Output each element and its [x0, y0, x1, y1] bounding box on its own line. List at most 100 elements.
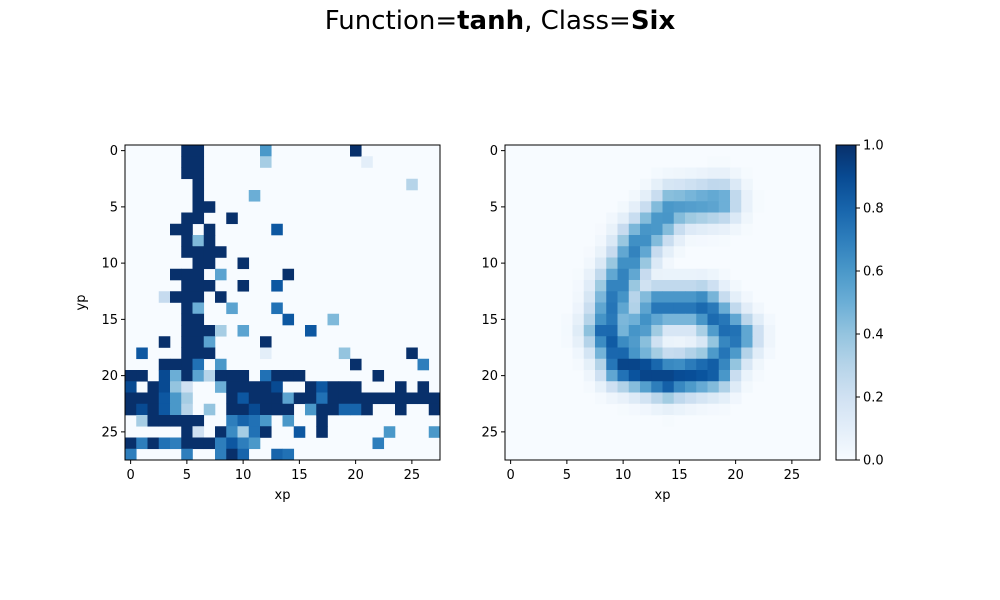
right-heatmap-cell	[640, 291, 652, 303]
left-heatmap-cell	[260, 381, 272, 393]
left-heatmap-cell	[417, 392, 430, 405]
right-heatmap-cell	[718, 167, 731, 180]
right-heatmap-cell	[730, 381, 742, 393]
left-heatmap-cell	[237, 415, 250, 427]
right-heatmap-cell	[662, 257, 675, 270]
right-heatmap-cell	[696, 347, 708, 360]
right-heatmap-cell	[718, 212, 731, 225]
left-y-tick-label: 0	[110, 144, 118, 159]
right-heatmap-cell	[595, 302, 607, 315]
right-heatmap-cell	[685, 268, 697, 281]
left-x-tick-label: 15	[291, 468, 308, 483]
right-heatmap-cell	[583, 280, 596, 292]
left-heatmap-cell	[237, 381, 250, 393]
right-heatmap-cell	[606, 392, 618, 405]
right-heatmap-cell	[685, 235, 697, 247]
left-heatmap-cell	[158, 336, 171, 348]
right-heatmap-cell	[707, 268, 720, 281]
right-axes-frame	[504, 144, 821, 461]
right-heatmap-cell	[628, 268, 641, 281]
left-heatmap-cell	[136, 392, 148, 405]
left-heatmap-cell	[181, 302, 193, 315]
right-heatmap-cell	[595, 246, 607, 258]
right-heatmap-cell	[606, 246, 618, 258]
left-heatmap-cell	[181, 415, 193, 427]
right-heatmap-cell	[730, 190, 742, 202]
left-heatmap-cell	[147, 437, 160, 450]
left-heatmap-cell	[237, 437, 250, 450]
right-heatmap-cell	[628, 325, 641, 337]
left-heatmap-cell	[181, 246, 193, 258]
left-heatmap-cell	[316, 426, 328, 438]
right-heatmap-cell	[696, 235, 708, 247]
left-heatmap-cell	[226, 392, 238, 405]
left-heatmap-cell	[192, 257, 205, 270]
right-heatmap-cell	[606, 302, 618, 315]
left-heatmap-cell	[192, 358, 205, 371]
right-heatmap-cell	[685, 313, 697, 326]
right-heatmap-cell	[673, 347, 686, 360]
right-heatmap-cell	[651, 201, 663, 213]
right-heatmap-cell	[572, 313, 585, 326]
right-heatmap-cell	[730, 358, 742, 371]
title-class: Six	[630, 6, 676, 36]
left-heatmap-cell	[203, 403, 216, 416]
left-heatmap-cell	[372, 437, 385, 450]
right-heatmap-cell	[730, 291, 742, 303]
right-heatmap-cell	[741, 212, 753, 225]
right-heatmap-cell	[617, 212, 630, 225]
right-heatmap-cell	[707, 370, 720, 382]
right-heatmap-cell	[651, 358, 663, 371]
right-heatmap-cell	[752, 302, 765, 315]
left-heatmap-cell	[192, 212, 205, 225]
right-heatmap-cell	[730, 370, 742, 382]
colorbar-tick-label: 0.4	[863, 328, 884, 343]
right-heatmap-cell	[572, 347, 585, 360]
right-heatmap-cell	[572, 325, 585, 337]
left-heatmap-cell	[158, 403, 171, 416]
left-heatmap-cell	[192, 178, 205, 191]
left-heatmap-cell	[260, 403, 272, 416]
right-heatmap-cell	[595, 235, 607, 247]
left-heatmap-cell	[192, 167, 205, 180]
colorbar-tick-label: 0.0	[863, 454, 884, 469]
left-heatmap-cell	[192, 347, 205, 360]
right-heatmap-cell	[707, 212, 720, 225]
right-y-tick-label: 10	[481, 257, 498, 272]
right-heatmap-cell	[606, 223, 618, 236]
left-heatmap-cell	[215, 268, 227, 281]
right-heatmap-cell	[696, 392, 708, 405]
right-heatmap-cell	[651, 313, 663, 326]
right-heatmap-cell	[741, 370, 753, 382]
right-heatmap-cell	[583, 381, 596, 393]
left-heatmap-cell	[260, 426, 272, 438]
left-y-tick-label: 25	[101, 425, 118, 440]
right-x-tick-label: 0	[506, 468, 514, 483]
left-x-tick-label: 25	[404, 468, 421, 483]
left-heatmap-cell	[192, 280, 205, 292]
colorbar-tick-label: 0.2	[863, 391, 884, 406]
left-heatmap-cell	[170, 415, 182, 427]
left-heatmap-cell	[170, 370, 182, 382]
right-heatmap-cell	[583, 313, 596, 326]
right-heatmap-cell	[707, 178, 720, 191]
right-heatmap-cell	[606, 212, 618, 225]
right-heatmap-cell	[606, 358, 618, 371]
left-heatmap-cell	[271, 370, 283, 382]
left-heatmap-cell	[226, 426, 238, 438]
right-heatmap-cell	[718, 268, 731, 281]
left-heatmap-cell	[158, 437, 171, 450]
right-heatmap-cell	[662, 212, 675, 225]
left-heatmap-panel: 0 5 10 15 20 25 0 5 10 15 20 25 xp yp	[74, 144, 441, 503]
right-heatmap-cell	[561, 336, 573, 348]
left-heatmap-cell	[395, 403, 407, 416]
right-heatmap-cell	[718, 313, 731, 326]
left-heatmap-cell	[147, 392, 160, 405]
left-heatmap-cell	[271, 280, 283, 292]
left-heatmap-cell	[395, 392, 407, 405]
right-heatmap-cell	[696, 291, 708, 303]
right-heatmap-cell	[741, 223, 753, 236]
right-heatmap-cell	[617, 370, 630, 382]
right-heatmap-cell	[651, 212, 663, 225]
